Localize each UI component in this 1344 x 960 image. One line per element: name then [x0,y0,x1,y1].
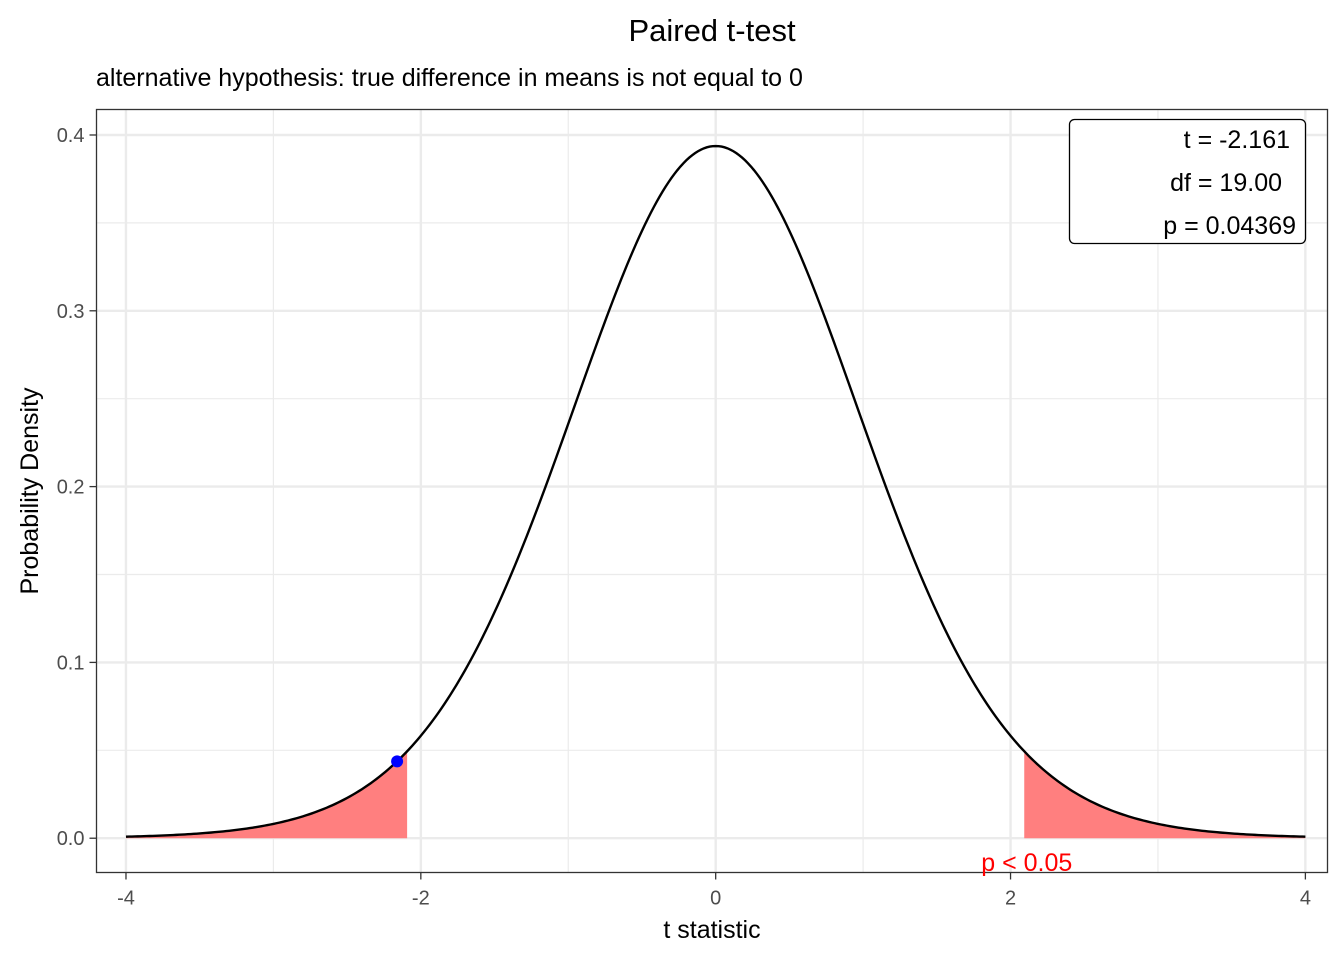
y-tick-label: 0.1 [57,652,85,674]
x-tick-label: -2 [412,888,430,910]
axis-ticks: -4 -2 0 2 4 0.0 0.1 0.2 0.3 0.4 [57,125,1311,910]
chart-subtitle: alternative hypothesis: true difference … [96,64,803,92]
y-tick-label: 0.2 [57,477,85,499]
x-tick-label: 4 [1300,888,1311,910]
panel-border [95,108,1329,874]
grid-lines [96,109,1328,873]
significance-label: p < 0.05 [981,849,1072,877]
y-tick-label: 0.0 [57,828,85,850]
chart-title: Paired t-test [628,13,796,48]
left-rejection-area [125,751,408,839]
x-tick-label: 0 [710,888,721,910]
x-tick-label: 2 [1005,888,1016,910]
observed-t-point [391,755,404,768]
y-tick-label: 0.4 [57,125,85,147]
y-axis-title: Probability Density [16,387,44,595]
stats-df-value: df = 19.00 [1170,169,1282,197]
rejection-region [125,751,1306,839]
right-rejection-area [1024,751,1306,839]
density-curve [125,144,1306,838]
stats-box: t = -2.161 df = 19.00 p = 0.04369 [1068,118,1307,245]
stats-box-frame [1068,118,1307,245]
x-axis-title: t statistic [663,916,760,944]
y-tick-label: 0.3 [57,301,85,323]
x-tick-label: -4 [117,888,135,910]
stats-t-value: t = -2.161 [1184,126,1290,154]
stats-p-value: p = 0.04369 [1163,212,1296,240]
